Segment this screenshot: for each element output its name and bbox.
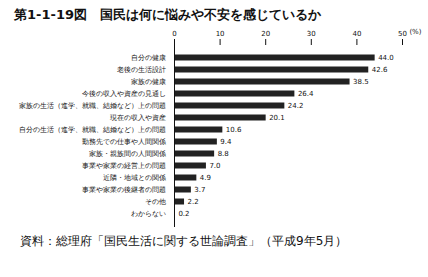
svg-text:20.1: 20.1 [269,114,285,122]
svg-text:7.0: 7.0 [209,162,220,170]
html-text:資料：総理府「国民生活に関する世論調査」（平成9年5月）: 資料：総理府「国民生活に関する世論調査」（平成9年5月） [20,234,348,248]
svg-text:40: 40 [352,30,361,38]
svg-text:事業や家業の後継者の問題: 事業や家業の後継者の問題 [82,186,166,194]
svg-text:家族・親族間の人間関係: 家族・親族間の人間関係 [89,150,166,158]
svg-text:勤務先での仕事や人間関係: 勤務先での仕事や人間関係 [82,138,166,146]
svg-text:家族の生活（進学、就職、結婚など）上の問題: 家族の生活（進学、就職、結婚など）上の問題 [19,102,166,110]
svg-text:38.5: 38.5 [353,78,369,86]
svg-text:3.7: 3.7 [194,186,205,194]
svg-text:20: 20 [261,30,270,38]
svg-text:近隣・地域との関係: 近隣・地域との関係 [103,174,166,182]
svg-text:4.9: 4.9 [200,174,211,182]
svg-text:26.4: 26.4 [298,90,314,98]
svg-text:0.2: 0.2 [178,210,189,218]
svg-text:10: 10 [216,30,225,38]
svg-text:2.2: 2.2 [188,198,199,206]
svg-text:自分の生活（進学、就職、結婚など）上の問題: 自分の生活（進学、就職、結婚など）上の問題 [19,126,166,134]
svg-text:老後の生活設計: 老後の生活設計 [117,66,166,74]
svg-text:50: 50 [398,30,407,38]
svg-text:0: 0 [172,30,176,38]
html-text:第1-1-19図 国民は何に悩みや不安を感じているか: 第1-1-19図 国民は何に悩みや不安を感じているか [14,7,321,22]
svg-text:家族の健康: 家族の健康 [131,78,166,86]
svg-text:30: 30 [307,30,316,38]
svg-text:その他: その他 [145,198,166,206]
svg-text:9.4: 9.4 [220,138,232,146]
svg-text:24.2: 24.2 [288,102,304,110]
svg-text:10.6: 10.6 [226,126,242,134]
svg-text:今後の収入や資産の見通し: 今後の収入や資産の見通し [82,90,166,98]
svg-text:(%): (%) [409,28,421,36]
svg-text:現在の収入や資産: 現在の収入や資産 [110,114,166,122]
svg-text:42.6: 42.6 [372,66,388,74]
svg-text:わからない: わからない [131,210,166,218]
svg-text:44.0: 44.0 [378,54,394,62]
svg-text:8.8: 8.8 [218,150,229,158]
svg-text:事業や家業の経営上の問題: 事業や家業の経営上の問題 [82,162,166,170]
svg-text:自分の健康: 自分の健康 [131,54,166,62]
